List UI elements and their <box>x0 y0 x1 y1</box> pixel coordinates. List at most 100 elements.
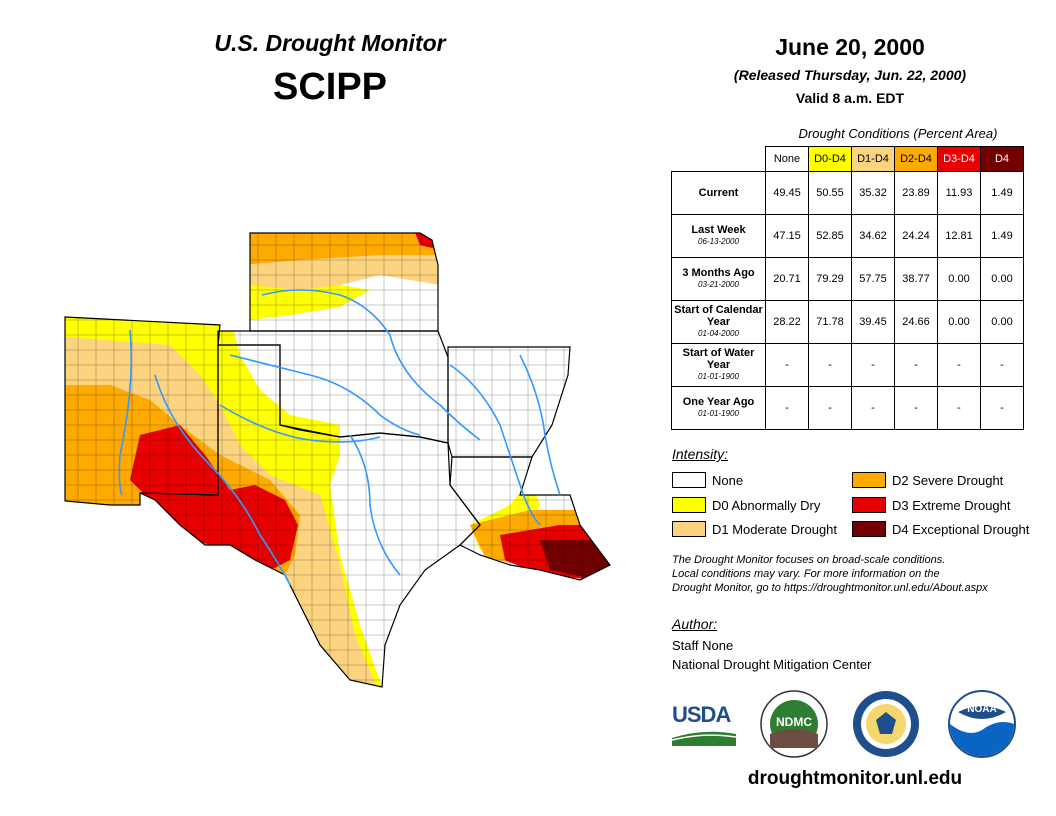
legend-label: D1 Moderate Drought <box>712 521 838 537</box>
row-label: Last Week 06-13-2000 <box>671 214 766 258</box>
legend-swatch <box>672 472 706 488</box>
author-org: National Drought Mitigation Center <box>672 657 872 672</box>
table-cell: - <box>851 386 895 430</box>
table-cell: 0.00 <box>980 300 1024 344</box>
row-date: 03-21-2000 <box>698 280 739 289</box>
row-label: Start of Water Year 01-01-1900 <box>671 343 766 387</box>
commerce-seal-icon <box>853 691 919 757</box>
legend-swatch <box>852 521 886 537</box>
table-cell: 23.89 <box>894 171 938 215</box>
table-row: Last Week 06-13-2000 47.15 52.85 34.62 24… <box>671 214 1024 258</box>
table-cell: 50.55 <box>808 171 852 215</box>
region-title: SCIPP <box>272 66 388 108</box>
row-date: 06-13-2000 <box>698 237 739 246</box>
legend-item-d1: D1 Moderate Drought <box>672 521 837 537</box>
table-cell: 1.49 <box>980 214 1024 258</box>
table-cell: 0.00 <box>937 257 981 301</box>
drought-map <box>64 232 611 688</box>
commerce-seal <box>852 690 920 758</box>
footer-url[interactable]: droughtmonitor.unl.edu <box>747 768 963 789</box>
table-cell: - <box>937 343 981 387</box>
legend-label: D0 Abnormally Dry <box>712 497 821 513</box>
ndmc-seal-icon <box>760 690 828 758</box>
map-title: U.S. Drought Monitor <box>214 30 446 56</box>
row-date: 01-04-2000 <box>698 329 739 338</box>
drought-stats-table: None D0-D4 D1-D4 D2-D4 D3-D4 D4 Current … <box>671 146 1024 430</box>
col-header-d3: D3-D4 <box>937 146 981 172</box>
table-cell: 20.71 <box>765 257 809 301</box>
legend-label: D4 Exceptional Drought <box>892 521 1030 537</box>
legend-item-d3: D3 Extreme Drought <box>852 497 1011 513</box>
legend-swatch <box>852 497 886 513</box>
noaa-logo-text: NOAA <box>967 704 997 715</box>
table-cell: 49.45 <box>765 171 809 215</box>
legend-swatch <box>672 521 706 537</box>
row-label-text: Current <box>698 187 739 199</box>
row-label-text: Start of Calendar Year <box>674 304 763 328</box>
table-cell: 71.78 <box>808 300 852 344</box>
table-cell: 0.00 <box>937 300 981 344</box>
table-cell: 0.00 <box>980 257 1024 301</box>
table-cell: - <box>937 386 981 430</box>
table-cell: 24.66 <box>894 300 938 344</box>
table-cell: 38.77 <box>894 257 938 301</box>
note-line: Drought Monitor, go to https://droughtmo… <box>672 582 988 594</box>
release-date: (Released Thursday, Jun. 22, 2000) <box>733 67 967 83</box>
row-label-text: Start of Water Year <box>682 347 755 371</box>
legend-label: D2 Severe Drought <box>892 472 1004 488</box>
col-header-none: None <box>765 146 809 172</box>
row-date: 01-01-1900 <box>698 372 739 381</box>
table-cell: 24.24 <box>894 214 938 258</box>
table-cell: 47.15 <box>765 214 809 258</box>
table-cell: - <box>851 343 895 387</box>
table-cell: 1.49 <box>980 171 1024 215</box>
table-cell: - <box>980 343 1024 387</box>
table-row: One Year Ago 01-01-1900 - - - - - - <box>671 386 1024 430</box>
legend-item-d2: D2 Severe Drought <box>852 472 1003 488</box>
legend-item-none: None <box>672 472 743 488</box>
legend-swatch <box>672 497 706 513</box>
table-cell: 35.32 <box>851 171 895 215</box>
table-cell: - <box>765 386 809 430</box>
table-cell: - <box>894 386 938 430</box>
legend-swatch <box>852 472 886 488</box>
ndmc-logo-text: NDMC <box>776 715 812 729</box>
col-header-d2: D2-D4 <box>894 146 938 172</box>
table-cell: 11.93 <box>937 171 981 215</box>
legend-label: None <box>712 472 744 488</box>
usda-logo: USDA <box>671 702 738 748</box>
valid-time: Valid 8 a.m. EDT <box>795 90 905 106</box>
col-header-d0: D0-D4 <box>808 146 852 172</box>
table-row: Start of Water Year 01-01-1900 - - - - - … <box>671 343 1024 387</box>
table-cell: 12.81 <box>937 214 981 258</box>
table-cell: 28.22 <box>765 300 809 344</box>
table-cell: 52.85 <box>808 214 852 258</box>
legend-item-d4: D4 Exceptional Drought <box>852 521 1029 537</box>
table-caption: Drought Conditions (Percent Area) <box>798 126 998 141</box>
usda-logo-text: USDA <box>672 702 731 727</box>
ndmc-logo: NDMC <box>760 690 828 758</box>
table-cell: - <box>894 343 938 387</box>
author-title: Author: <box>672 616 718 632</box>
table-row: Start of Calendar Year 01-04-2000 28.22 7… <box>671 300 1024 344</box>
map-date: June 20, 2000 <box>775 34 925 60</box>
col-header-d1: D1-D4 <box>851 146 895 172</box>
row-label: Current <box>671 171 766 215</box>
note-line: Local conditions may vary. For more info… <box>672 568 940 580</box>
table-row: 3 Months Ago 03-21-2000 20.71 79.29 57.75… <box>671 257 1024 301</box>
usda-swoosh-icon <box>671 731 737 746</box>
disclaimer-note: The Drought Monitor focuses on broad-sca… <box>672 553 1042 595</box>
legend-title: Intensity: <box>672 446 729 462</box>
author-name: Staff None <box>672 638 734 653</box>
table-cell: - <box>808 343 852 387</box>
table-cell: 34.62 <box>851 214 895 258</box>
table-cell: 57.75 <box>851 257 895 301</box>
col-header-d4: D4 <box>980 146 1024 172</box>
row-label-text: 3 Months Ago <box>682 267 755 279</box>
table-cell: 79.29 <box>808 257 852 301</box>
legend-label: D3 Extreme Drought <box>892 497 1011 513</box>
legend-item-d0: D0 Abnormally Dry <box>672 497 820 513</box>
row-label: 3 Months Ago 03-21-2000 <box>671 257 766 301</box>
row-label-text: Last Week <box>691 224 746 236</box>
table-cell: - <box>980 386 1024 430</box>
